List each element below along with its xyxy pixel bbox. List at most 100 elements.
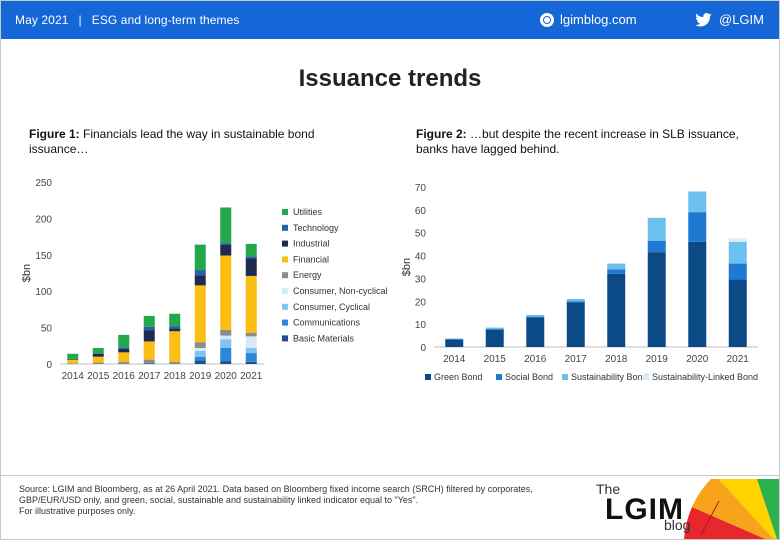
- bar-segment-social-bond: [728, 263, 747, 280]
- x-tick-label: 2018: [605, 354, 628, 365]
- chart-issuance-by-type: 0 10 20 30 40 50 60 70 $bn 2014 2015 2016 2017 2018 20…: [401, 183, 758, 382]
- x-tick-label: 2016: [113, 371, 136, 382]
- figure1-text: Financials lead the way in sustainable b…: [29, 127, 315, 156]
- figure2-caption: Figure 2: …but despite the recent increa…: [416, 127, 761, 157]
- bar-segment-green-bond: [647, 252, 666, 347]
- bar-segment-sustainability-bond: [688, 191, 707, 213]
- bar-segment-financial: [67, 359, 79, 364]
- figure2-text: …but despite the recent increase in SLB …: [416, 127, 739, 156]
- x-tick-label: 2017: [138, 371, 161, 382]
- y-tick-label: 0: [420, 343, 426, 354]
- bar-segment-consumer-non-cyclical: [220, 335, 232, 340]
- bar-segment-energy: [169, 361, 181, 364]
- legend-label: Industrial: [293, 239, 330, 249]
- y-tick-label: 150: [35, 251, 52, 262]
- bar-segment-financial: [194, 285, 206, 343]
- header-separator: |: [78, 13, 82, 27]
- source-note: Source: LGIM and Bloomberg, as at 26 Apr…: [19, 484, 559, 517]
- legend-swatch: [282, 303, 288, 310]
- bar-segment-green-bond: [688, 241, 707, 347]
- bar-segment-green-bond: [445, 339, 464, 347]
- legend-label: Consumer, Non-cyclical: [293, 286, 388, 296]
- bar-segment-sustainability-linked-bond: [728, 238, 747, 242]
- header-bar: May 2021 | ESG and long-term themes lgimbl…: [1, 1, 779, 39]
- bar-segment-financial: [220, 255, 232, 330]
- bar-segment-financial: [143, 341, 155, 360]
- bar-segment-consumer-non-cyclical: [245, 336, 257, 348]
- footer-divider: [1, 475, 779, 476]
- bar-segment-financial: [169, 331, 181, 362]
- bar-segment-social-bond: [485, 328, 504, 330]
- y-tick-label: 250: [35, 178, 52, 189]
- x-tick-label: 2021: [727, 354, 750, 365]
- figure1-label: Figure 1:: [29, 127, 80, 141]
- bar-segment-social-bond: [526, 316, 545, 318]
- bar-segment-communications: [220, 347, 232, 362]
- twitter-link[interactable]: @LGIM: [695, 12, 764, 27]
- bar-segment-consumer-non-cyclical: [194, 347, 206, 351]
- logo-lgim: LGIM: [605, 493, 684, 526]
- legend-swatch: [282, 240, 288, 247]
- x-tick-label: 2018: [164, 371, 187, 382]
- x-tick-label: 2014: [443, 354, 466, 365]
- x-tick-label: 2021: [240, 371, 263, 382]
- legend-label: Utilities: [293, 207, 323, 217]
- bar-segment-green-bond: [566, 302, 585, 347]
- bar-segment-utilities: [118, 334, 130, 348]
- bar-segment-industrial: [245, 258, 257, 276]
- bar-segment-social-bond: [566, 301, 585, 303]
- bar-segment-green-bond: [728, 279, 747, 347]
- legend-swatch: [282, 288, 288, 294]
- bar-segment-sustainability-bond: [728, 241, 747, 264]
- x-tick-label: 2015: [484, 354, 507, 365]
- y-tick-label: 50: [41, 324, 53, 335]
- bar-segment-social-bond: [688, 212, 707, 242]
- header-date: May 2021: [15, 13, 69, 27]
- y-tick-label: 60: [415, 206, 427, 217]
- y-axis-label: $bn: [401, 258, 413, 276]
- y-tick-label: 10: [415, 320, 427, 331]
- bar-segment-technology: [92, 353, 104, 354]
- bar-segment-industrial: [118, 348, 130, 353]
- bar-segment-technology: [169, 326, 181, 329]
- bar-segment-technology: [245, 256, 257, 259]
- y-tick-label: 100: [35, 287, 52, 298]
- source-text: Source: LGIM and Bloomberg, as at 26 Apr…: [19, 484, 533, 505]
- bar-segment-energy: [245, 332, 257, 337]
- bar-segment-basic-materials: [220, 361, 232, 364]
- bar-segment-technology: [194, 270, 206, 276]
- bar-segment-consumer-cyclical: [245, 347, 257, 354]
- legend-label: Energy: [293, 270, 322, 280]
- legend-swatch: [425, 374, 431, 380]
- legend-swatch: [562, 374, 568, 380]
- x-tick-label: 2014: [62, 371, 85, 382]
- bar-segment-communications: [245, 353, 257, 362]
- bar-segment-financial: [118, 352, 130, 362]
- bar-segment-financial: [92, 356, 104, 363]
- header-left: May 2021 | ESG and long-term themes: [15, 13, 240, 27]
- bar-segment-green-bond: [526, 317, 545, 347]
- legend-swatch: [643, 374, 649, 380]
- bar-segment-communications: [194, 356, 206, 361]
- bar-segment-green-bond: [607, 273, 626, 347]
- bar-segment-consumer-cyclical: [220, 339, 232, 348]
- site-link[interactable]: lgimblog.com: [540, 12, 637, 27]
- site-label: lgimblog.com: [560, 12, 637, 27]
- legend-label: Communications: [293, 318, 361, 328]
- bar-segment-industrial: [92, 353, 104, 357]
- bar-segment-utilities: [220, 207, 232, 244]
- lgim-blog-logo: The LGIM blog: [596, 479, 779, 539]
- bar-segment-basic-materials: [194, 360, 206, 364]
- legend-label: Sustainability-Linked Bond: [652, 372, 758, 382]
- twitter-bird-icon: [695, 12, 712, 26]
- x-tick-label: 2019: [189, 371, 212, 382]
- bar-segment-basic-materials: [143, 363, 155, 364]
- legend-label: Technology: [293, 223, 339, 233]
- bar-segment-utilities: [67, 353, 79, 359]
- legend-swatch: [282, 209, 288, 215]
- bar-segment-technology: [220, 243, 232, 245]
- figure2-label: Figure 2:: [416, 127, 467, 141]
- bar-segment-technology: [143, 326, 155, 331]
- x-tick-label: 2020: [686, 354, 709, 365]
- bar-segment-energy: [143, 359, 155, 364]
